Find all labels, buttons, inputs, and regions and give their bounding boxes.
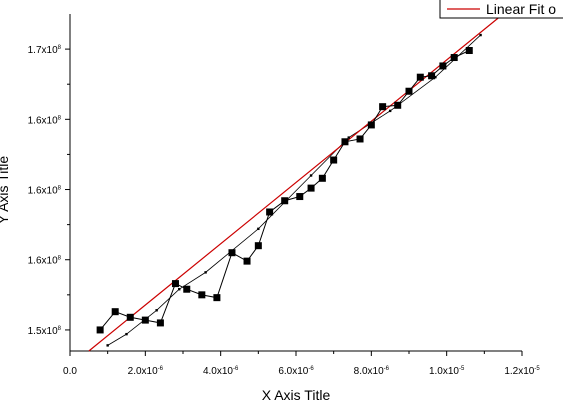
y-axis-title: Y Axis Title <box>0 156 11 224</box>
series-1-point <box>450 54 458 62</box>
y-tick-mantissa: 1.6x10 <box>28 115 58 126</box>
series-1-point <box>439 62 447 70</box>
y-tick-label: 1.7x108 <box>28 45 62 56</box>
series-1-point <box>416 73 424 81</box>
series-1-point <box>330 156 338 164</box>
x-tick-label: 6.0x10-6 <box>278 366 314 377</box>
x-axis-title: X Axis Title <box>262 387 331 403</box>
y-tick-exponent: 8 <box>58 186 62 192</box>
series-2-point <box>309 174 313 177</box>
series-1-point <box>111 308 119 316</box>
series-1-point <box>394 101 402 109</box>
series-2-point <box>155 309 158 312</box>
y-tick-mantissa: 1.5x10 <box>28 326 58 337</box>
series-1-point <box>318 174 326 182</box>
series-1-point <box>228 249 236 257</box>
series-2-point <box>479 33 482 37</box>
y-tick-mantissa: 1.7x10 <box>28 45 58 56</box>
y-tick-exponent: 8 <box>58 45 62 51</box>
x-tick-exponent: -6 <box>158 366 164 372</box>
series-2-point <box>388 109 392 113</box>
series-1-point <box>428 72 436 80</box>
series-1-point <box>213 294 221 302</box>
series-2-point <box>257 227 260 231</box>
x-ticks: 0.0 2.0x10-6 4.0x10-6 6.0x10-6 8.0x10-6 1.0x1… <box>63 351 540 377</box>
series-1-point <box>183 285 191 293</box>
x-tick-exponent: -6 <box>384 366 390 372</box>
series-1-point <box>243 257 251 265</box>
y-tick-mantissa: 1.6x10 <box>28 256 58 267</box>
series-2-line <box>107 34 481 346</box>
x-tick-label: 4.0x10-6 <box>203 366 239 377</box>
series-1-point <box>254 242 262 250</box>
series-1-point <box>405 87 413 95</box>
series-2-point <box>106 344 109 347</box>
series-1-point <box>367 121 375 129</box>
series-1-point <box>96 326 104 334</box>
series-1-point <box>198 291 206 299</box>
series-2-point <box>204 271 207 274</box>
y-tick-exponent: 8 <box>58 115 62 121</box>
legend-box <box>439 0 563 19</box>
legend: Linear Fit o <box>439 0 563 19</box>
series-1-line <box>99 50 470 331</box>
legend-label: Linear Fit o <box>486 1 556 17</box>
series-1-point <box>141 316 149 324</box>
series-1-point <box>156 319 164 327</box>
x-tick-label: 1.2x10-5 <box>504 366 540 377</box>
x-tick-exponent: -5 <box>534 366 540 372</box>
series-1-point <box>341 138 349 146</box>
x-tick-label: 2.0x10-6 <box>128 366 164 377</box>
y-tick-exponent: 8 <box>58 256 62 262</box>
series-1-point <box>281 197 289 205</box>
series-1-point <box>465 47 473 55</box>
series-1-point <box>307 184 315 192</box>
x-tick-label: 0.0 <box>63 366 77 377</box>
series-1-point <box>356 135 364 143</box>
y-tick-label: 1.6x108 <box>28 115 62 126</box>
x-tick-exponent: -6 <box>308 366 314 372</box>
series-1-point <box>171 280 179 288</box>
series-1-point <box>379 103 387 111</box>
series-2-point <box>178 288 181 291</box>
y-tick-label: 1.5x108 <box>28 326 62 337</box>
x-tick-label: 1.0x10-5 <box>429 366 465 377</box>
x-tick-exponent: -5 <box>459 366 465 372</box>
plot-area <box>88 13 504 352</box>
series-1-point <box>126 313 134 321</box>
series-2-point <box>347 136 350 139</box>
x-tick-exponent: -6 <box>233 366 239 372</box>
y-tick-label: 1.6x108 <box>28 186 62 197</box>
series-2-point <box>125 332 128 336</box>
y-tick-label: 1.6x108 <box>28 256 62 267</box>
y-tick-mantissa: 1.6x10 <box>28 186 58 197</box>
y-tick-exponent: 8 <box>58 326 62 332</box>
series-1-point <box>266 208 274 216</box>
series-2-point <box>434 75 437 79</box>
x-tick-label: 8.0x10-6 <box>354 366 390 377</box>
linear-fit-line <box>88 13 504 352</box>
series-1-point <box>296 193 304 201</box>
